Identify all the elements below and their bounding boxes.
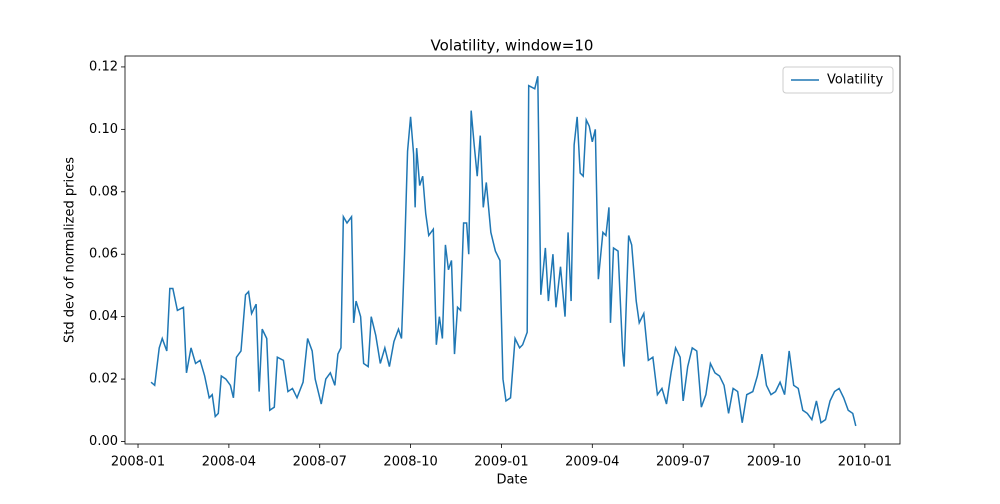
y-tick-label: 0.10 [89,122,118,137]
y-tick-label: 0.00 [89,434,118,449]
y-tick-label: 0.02 [89,372,118,387]
chart-title: Volatility, window=10 [431,37,594,55]
legend-box [782,66,894,94]
y-tick-label: 0.04 [89,309,118,324]
x-tick-label: 2009-04 [565,455,619,470]
x-tick-label: 2008-04 [202,455,256,470]
y-axis-label: Std dev of normalized prices [63,157,78,343]
x-tick-label: 2008-10 [383,455,437,470]
x-tick-label: 2009-01 [474,455,528,470]
x-tick-label: 2010-01 [838,455,892,470]
x-axis-label: Date [496,473,527,488]
x-tick-label: 2008-01 [111,455,165,470]
x-tick-label: 2008-07 [293,455,347,470]
y-tick-label: 0.12 [89,59,118,74]
axes-frame [124,55,901,445]
data-line [150,76,857,427]
x-tick-label: 2009-07 [656,455,710,470]
y-tick-label: 0.06 [89,247,118,262]
legend-label: Volatility [827,73,883,88]
y-tick-label: 0.08 [89,184,118,199]
x-tick-label: 2009-10 [747,455,801,470]
